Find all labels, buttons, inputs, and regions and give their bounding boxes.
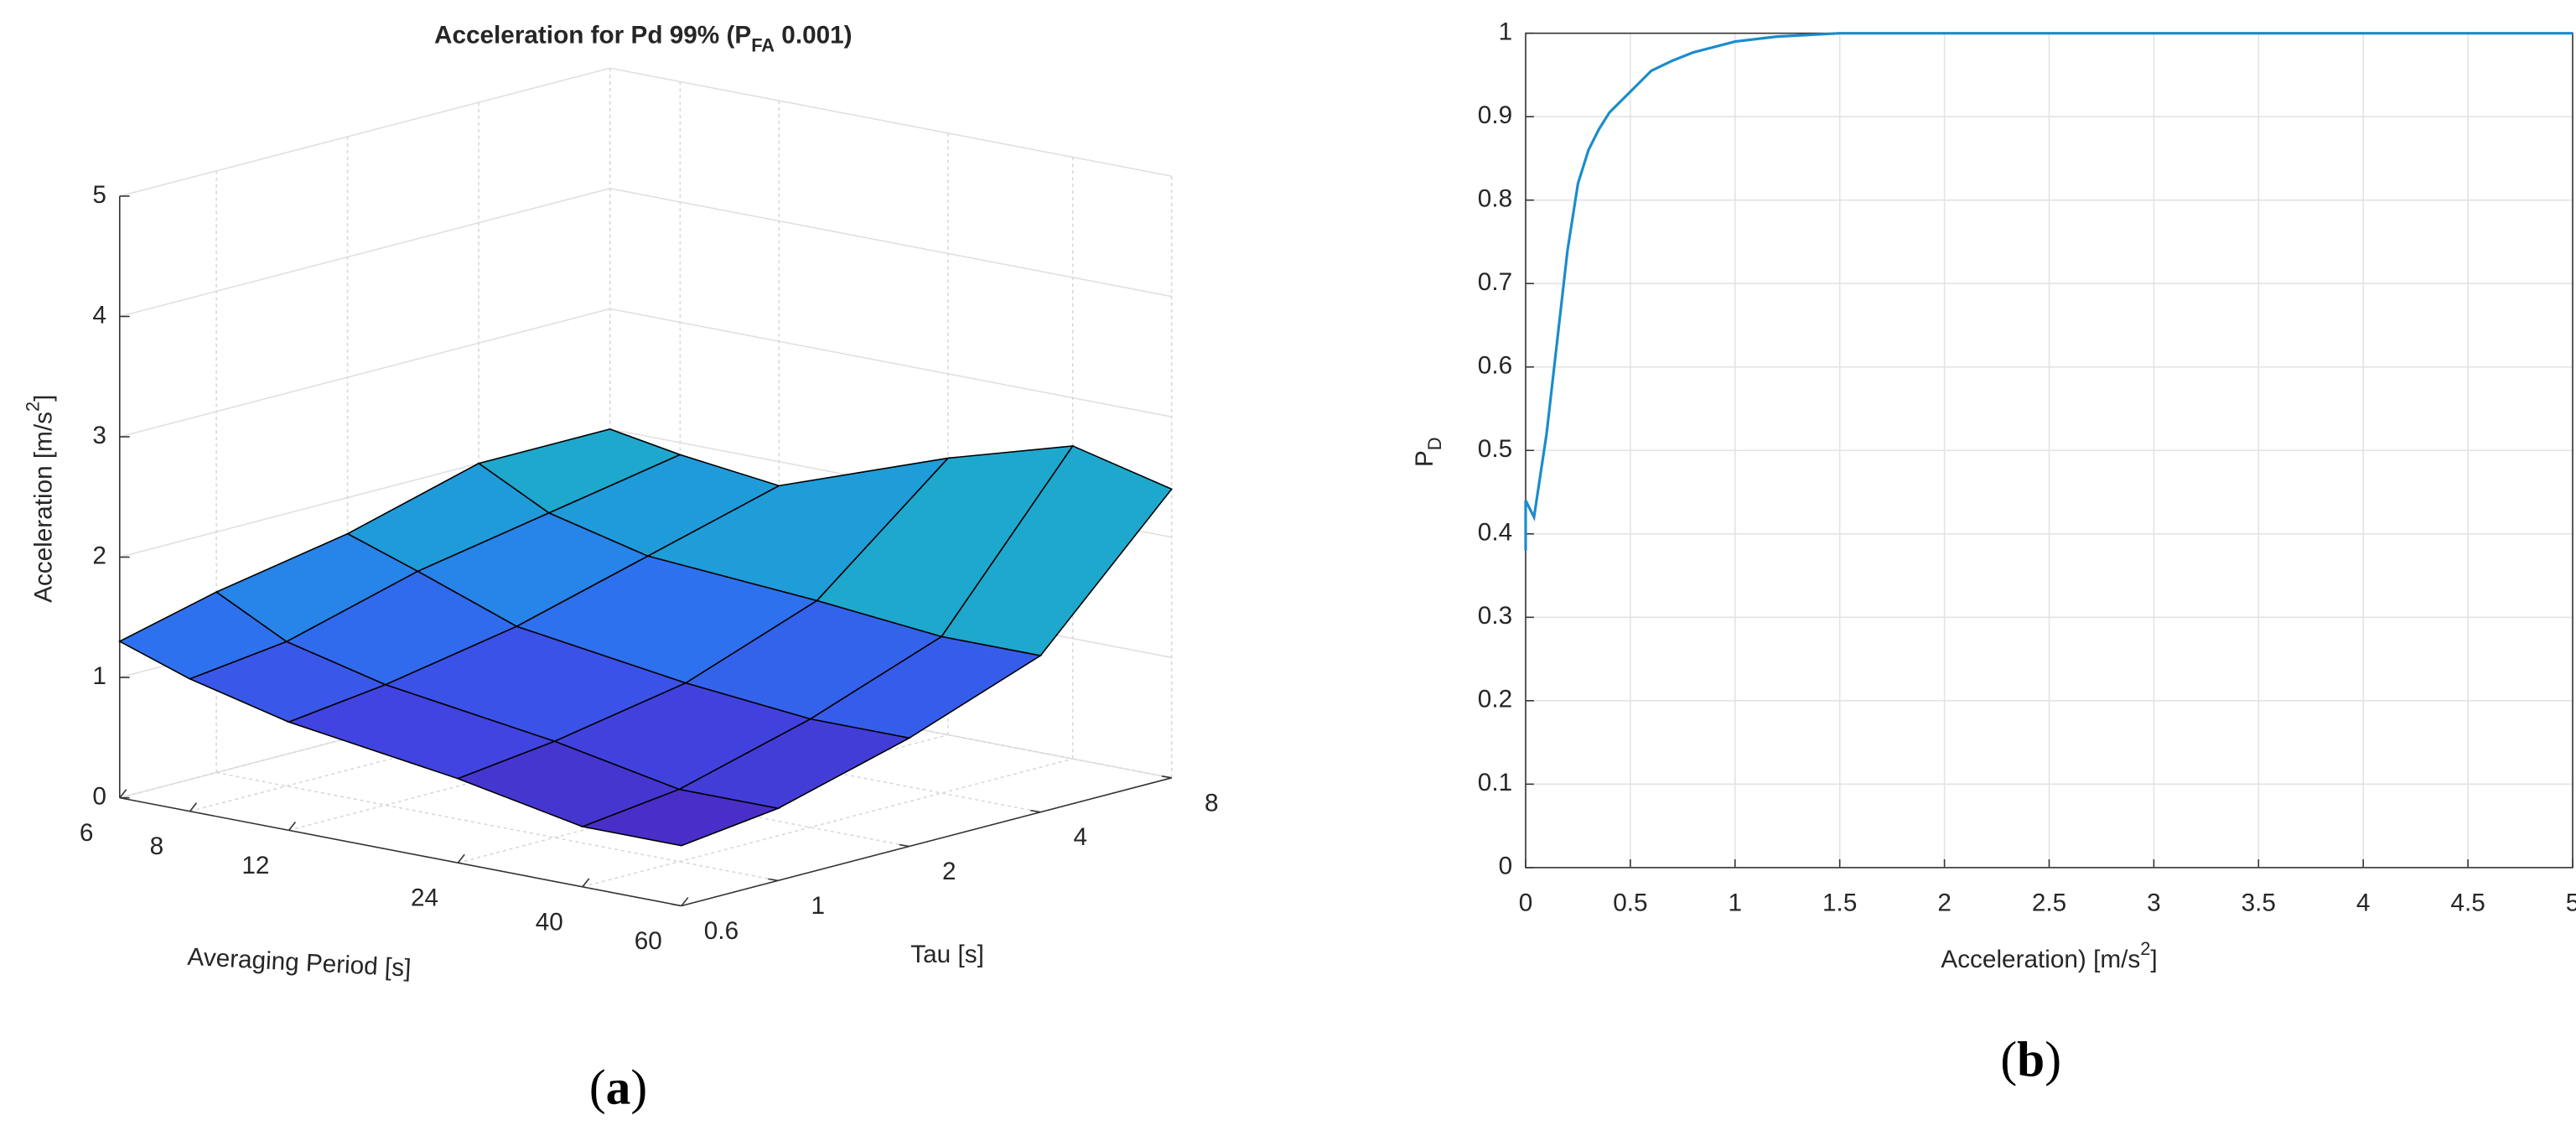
y-tick-label: 0.6 xyxy=(1478,352,1512,380)
y-tick-label: 0.7 xyxy=(1478,268,1512,296)
x-tick xyxy=(582,878,590,888)
panel-label: (a) xyxy=(589,1059,647,1114)
x-grid-line xyxy=(582,758,1073,888)
x-axis-label-part: ] xyxy=(2150,946,2157,973)
x-axis-label-part: 2 xyxy=(2140,938,2150,959)
z-tick-label: 4 xyxy=(92,301,106,329)
y-tick xyxy=(768,878,779,882)
panel-label-part: ) xyxy=(2045,1030,2061,1086)
z-axis-label-part: ] xyxy=(29,395,57,402)
y-tick-label: 2 xyxy=(942,858,956,885)
y-tick xyxy=(671,903,682,907)
x-tick-label: 3.5 xyxy=(2242,889,2276,916)
y-tick-label: 0 xyxy=(1499,853,1513,880)
chart-title-part: FA xyxy=(751,35,775,56)
y-tick-label: 8 xyxy=(1205,789,1219,817)
surface-cell xyxy=(580,788,781,847)
x-tick-label: 60 xyxy=(635,927,662,955)
chart-title-part: Acceleration for Pd 99% (P xyxy=(434,21,751,49)
z-tick-label: 3 xyxy=(92,422,106,449)
y-tick-label: 1 xyxy=(811,892,826,920)
x-tick-label: 5 xyxy=(2566,889,2576,916)
x-tick xyxy=(189,802,198,812)
x-tick-label: 24 xyxy=(411,884,438,912)
chart-title: Acceleration for Pd 99% (PFA 0.001) xyxy=(434,21,853,55)
y-axis-label: PD xyxy=(1411,437,1445,467)
panel-label-part: ) xyxy=(630,1059,647,1114)
x-tick xyxy=(288,821,297,831)
z-tick-label: 1 xyxy=(92,662,106,690)
y-tick xyxy=(899,843,910,848)
y-tick-label: 4 xyxy=(1074,823,1088,851)
y-axis-label-part: P xyxy=(1411,450,1438,467)
x-tick-label: 0 xyxy=(1519,889,1533,916)
x-tick-label: 3 xyxy=(2147,889,2161,916)
x-axis-label: Averaging Period [s] xyxy=(187,943,412,983)
axis-line xyxy=(119,796,682,907)
panel-label-part: ( xyxy=(589,1059,606,1114)
x-tick-label: 1.5 xyxy=(1822,889,1857,916)
y-axis-label-part: D xyxy=(1424,437,1445,450)
y-tick-label: 0.6 xyxy=(704,917,739,945)
panel-label-part: b xyxy=(2017,1030,2045,1086)
z-axis-label-part: Acceleration [m/s xyxy=(29,412,57,603)
x-tick-label: 12 xyxy=(241,852,269,879)
z-tick-label: 0 xyxy=(92,782,106,810)
x-tick-label: 1 xyxy=(1729,889,1743,916)
x-tick-label: 2.5 xyxy=(2032,889,2066,916)
y-tick-label: 0.3 xyxy=(1478,602,1512,630)
chart-title-part: 0.001) xyxy=(775,21,853,49)
z-grid-line xyxy=(119,67,610,197)
y-tick-label: 0.2 xyxy=(1478,686,1512,713)
x-tick-label: 2 xyxy=(1937,889,1951,916)
z-grid-line xyxy=(609,188,1172,298)
panel-label-part: a xyxy=(606,1059,631,1114)
y-tick xyxy=(1161,775,1172,779)
x-tick-label: 6 xyxy=(80,819,94,847)
z-tick-label: 5 xyxy=(92,181,106,209)
y-tick-label: 0.5 xyxy=(1478,435,1512,463)
z-tick-label: 2 xyxy=(92,542,106,569)
z-grid-line xyxy=(119,188,610,318)
y-grid-line xyxy=(215,771,779,882)
y-tick-label: 0.9 xyxy=(1478,101,1512,129)
y-axis-label: Tau [s] xyxy=(910,941,984,968)
z-axis-label: Acceleration [m/s2] xyxy=(23,395,58,603)
z-grid-line xyxy=(609,308,1172,418)
x-tick-label: 0.5 xyxy=(1613,889,1647,916)
y-tick xyxy=(1030,809,1041,813)
y-tick-label: 0.4 xyxy=(1478,519,1512,547)
panel-label-part: ( xyxy=(2000,1030,2017,1086)
x-tick-label: 8 xyxy=(150,832,164,860)
x-tick xyxy=(457,853,465,864)
x-axis-label: Acceleration) [m/s2] xyxy=(1941,938,2157,973)
axis-line xyxy=(681,777,1172,907)
x-tick-label: 40 xyxy=(536,908,563,936)
x-axis-label-part: Acceleration) [m/s xyxy=(1941,946,2140,973)
z-grid-line xyxy=(119,308,610,438)
z-axis-label-part: 2 xyxy=(23,402,44,412)
data-line xyxy=(1524,32,2573,551)
x-tick-label: 4 xyxy=(2356,889,2371,916)
x-tick-label: 4.5 xyxy=(2450,889,2485,916)
panel-label: (b) xyxy=(2000,1030,2061,1086)
x-tick xyxy=(681,897,689,906)
y-tick-label: 0.1 xyxy=(1478,769,1512,796)
y-tick-label: 0.8 xyxy=(1478,185,1512,213)
z-grid-line xyxy=(609,67,1172,177)
y-tick-label: 1 xyxy=(1499,18,1513,46)
x-tick xyxy=(119,789,127,799)
